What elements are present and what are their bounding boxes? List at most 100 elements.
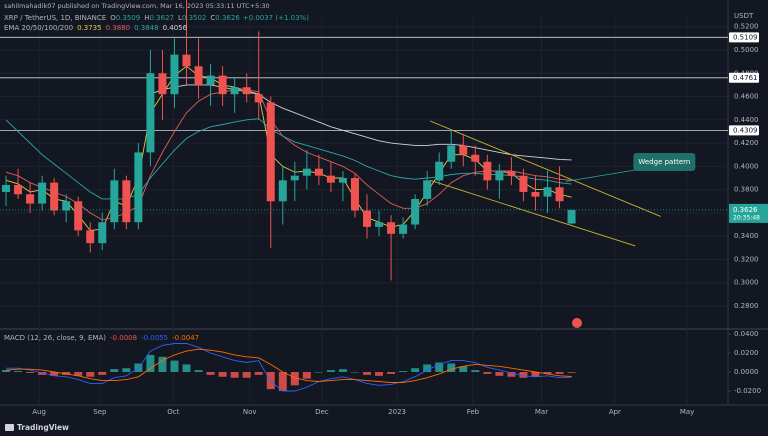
candle-body	[314, 168, 323, 176]
histogram-bar	[98, 372, 107, 375]
candle-body	[158, 73, 167, 95]
histogram-bar	[435, 362, 444, 373]
candle-body	[567, 209, 576, 224]
histogram-bar	[206, 372, 215, 375]
level-label: 0.5109	[733, 33, 758, 41]
candle-body	[146, 73, 155, 153]
candle-body	[387, 222, 396, 234]
candle-body	[483, 161, 492, 181]
histogram-bar	[230, 372, 239, 378]
ohlc-value: 0.3627	[149, 14, 174, 22]
candle-body	[459, 145, 468, 155]
y-tick-label: 0.4000	[734, 162, 759, 170]
histogram-bar	[302, 372, 311, 379]
histogram-bar	[122, 368, 131, 373]
y-tick-label: 0.3200	[734, 255, 759, 263]
histogram-bar	[471, 370, 480, 373]
y-tick-label: 0.3400	[734, 232, 759, 240]
histogram-bar	[555, 372, 564, 374]
candle-body	[206, 75, 215, 85]
y-tick-label: 0.4400	[734, 116, 759, 124]
x-tick-label: Mar	[535, 408, 548, 416]
x-tick-label: Aug	[32, 408, 46, 416]
histogram-bar	[110, 369, 119, 373]
x-tick-label: 2023	[388, 408, 406, 416]
y-tick-label: 0.3000	[734, 279, 759, 287]
level-label: 0.4309	[733, 126, 758, 134]
histogram-bar	[387, 372, 396, 374]
y-tick-label: 0.5000	[734, 46, 759, 54]
histogram-bar	[531, 372, 540, 377]
candle-body	[134, 152, 143, 223]
x-tick-label: Nov	[243, 408, 257, 416]
candle-body	[254, 94, 263, 103]
histogram-bar	[459, 366, 468, 373]
histogram-bar	[182, 364, 191, 373]
histogram-bar	[447, 363, 456, 373]
candle-body	[278, 180, 287, 202]
candle-body	[423, 180, 432, 199]
level-tag	[729, 72, 759, 83]
ema-value: 0.3880	[106, 24, 131, 32]
x-tick-label: Oct	[167, 408, 179, 416]
candle-body	[338, 178, 347, 183]
candle-body	[411, 198, 420, 225]
candle-body	[50, 182, 59, 211]
histogram-bar	[278, 372, 287, 392]
candle-body	[326, 175, 335, 183]
histogram-bar	[170, 360, 179, 373]
candle-body	[38, 182, 47, 204]
ohlc-key: O	[110, 14, 116, 22]
macd-value: -0.0047	[172, 334, 199, 342]
candle-body	[182, 54, 191, 67]
histogram-bar	[375, 372, 384, 376]
change: +0.0037 (+1.03%)	[243, 14, 309, 22]
brand-logo	[5, 424, 14, 431]
candle-body	[290, 175, 299, 181]
ohlc-key: C	[210, 14, 215, 22]
candle-body	[218, 75, 227, 95]
ohlc-key: H	[144, 14, 149, 22]
level-tag	[729, 32, 759, 43]
candle-body	[375, 222, 384, 227]
level-label: 0.4761	[733, 74, 758, 82]
level-tag	[729, 125, 759, 136]
trendline	[430, 179, 636, 247]
candle-body	[302, 168, 311, 176]
histogram-bar	[363, 372, 372, 375]
candle-body	[194, 66, 203, 85]
histogram-bar	[62, 372, 71, 375]
histogram-bar	[519, 372, 528, 378]
last-price-label: 0.3626	[733, 206, 758, 214]
y-tick-label: -0.0200	[734, 387, 761, 395]
histogram-bar	[290, 372, 299, 386]
histogram-bar	[338, 369, 347, 373]
y-tick-label: 0.3800	[734, 186, 759, 194]
ohlc-key: L	[178, 14, 182, 22]
ema-line	[5, 89, 572, 221]
y-tick-label: 0.4200	[734, 139, 759, 147]
symbol: XRP / TetherUS, 1D, BINANCE	[4, 14, 106, 22]
legend-macd: MACD (12, 26, close, 9, EMA) -0.0008 -0.00…	[4, 334, 199, 342]
x-tick-label: Dec	[315, 408, 329, 416]
y-tick-label: 0.4600	[734, 93, 759, 101]
candle-body	[26, 194, 35, 204]
x-tick-label: Feb	[467, 408, 480, 416]
ohlc-value: 0.3509	[116, 14, 141, 22]
candle-body	[62, 201, 71, 211]
x-tick-label: May	[680, 408, 694, 416]
candle-body	[98, 222, 107, 244]
histogram-bar	[146, 354, 155, 373]
published-note: sahilmahadik07 published on TradingView.…	[4, 2, 270, 10]
histogram-bar	[14, 371, 23, 373]
ema-line	[5, 118, 572, 200]
ema-value: 0.3735	[77, 24, 102, 32]
histogram-bar	[543, 372, 552, 374]
candle-body	[447, 145, 456, 162]
y-tick-label: 0.0200	[734, 349, 759, 357]
histogram-bar	[50, 372, 59, 376]
histogram-bar	[194, 370, 203, 373]
event-icon	[572, 318, 582, 328]
candle-body	[471, 154, 480, 162]
y-tick-label: 0.0000	[734, 368, 759, 376]
